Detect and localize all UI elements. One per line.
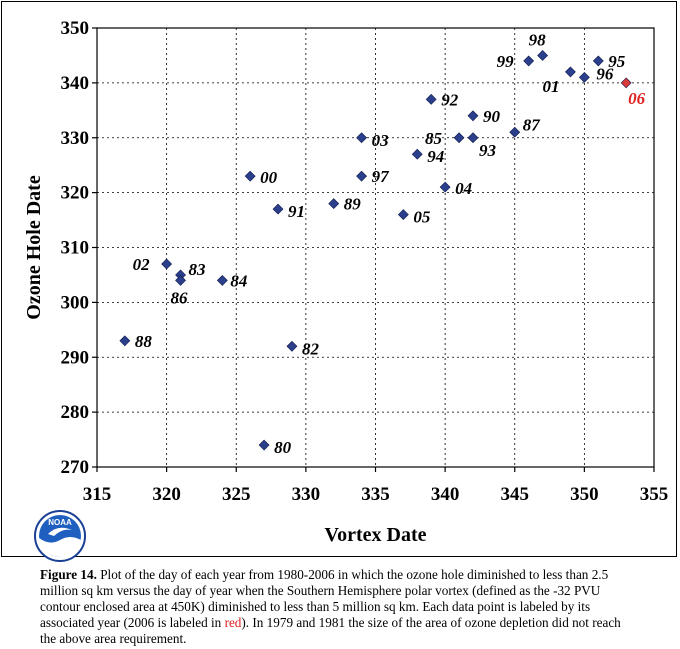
data-label-93: 93 bbox=[479, 141, 497, 160]
data-label-01: 01 bbox=[542, 77, 559, 96]
data-point-03 bbox=[356, 132, 367, 144]
data-point-06 bbox=[620, 77, 632, 89]
figure-caption: Figure 14. Plot of the day of each year … bbox=[40, 567, 640, 647]
data-point-04 bbox=[439, 181, 451, 193]
data-point-05 bbox=[397, 209, 409, 220]
data-point-84 bbox=[216, 275, 228, 286]
data-point-80 bbox=[258, 439, 270, 451]
data-label-95: 95 bbox=[608, 52, 626, 71]
scatter-chart: 270 280 290 300 310 320 330 340 350 315 320 325 330 3… bbox=[23, 18, 669, 546]
data-point-02 bbox=[161, 258, 173, 270]
data-point-98 bbox=[537, 50, 549, 61]
data-label-02: 02 bbox=[133, 255, 151, 274]
data-label-98: 98 bbox=[529, 30, 547, 49]
caption-figure-ref: Figure 14. bbox=[40, 567, 97, 582]
grid bbox=[97, 28, 654, 467]
data-label-97: 97 bbox=[372, 167, 391, 186]
y-tick-label: 310 bbox=[61, 238, 90, 259]
data-label-86: 86 bbox=[171, 288, 189, 307]
x-tick-label: 315 bbox=[83, 484, 112, 505]
x-tick-label: 335 bbox=[361, 484, 390, 505]
data-point-91 bbox=[272, 203, 284, 215]
data-label-80: 80 bbox=[274, 438, 292, 457]
x-tick-label: 350 bbox=[570, 484, 599, 505]
data-point-01 bbox=[565, 66, 576, 78]
noaa-logo-text: NOAA bbox=[48, 518, 72, 527]
data-point-88 bbox=[119, 335, 131, 347]
data-point-85 bbox=[453, 132, 465, 144]
data-label-87: 87 bbox=[523, 115, 542, 134]
x-tick-label: 355 bbox=[640, 484, 669, 505]
data-label-84: 84 bbox=[230, 271, 247, 290]
x-axis-title: Vortex Date bbox=[324, 524, 426, 546]
y-tick-label: 270 bbox=[61, 457, 90, 478]
data-label-85: 85 bbox=[425, 129, 443, 148]
data-point-82 bbox=[286, 340, 298, 352]
axis-ticks: 270 280 290 300 310 320 330 340 350 315 320 325 330 3… bbox=[61, 18, 669, 505]
x-tick-label: 325 bbox=[222, 484, 251, 505]
data-point-87 bbox=[509, 126, 521, 138]
data-point-99 bbox=[523, 55, 535, 67]
data-label-83: 83 bbox=[189, 260, 207, 279]
caption-text-end: ). In 1979 and 1981 the size of the area… bbox=[40, 615, 621, 646]
data-point-86 bbox=[175, 275, 186, 286]
data-point-89 bbox=[328, 198, 340, 210]
caption-text: Plot of the day of each year from 1980-2… bbox=[40, 567, 609, 630]
data-label-94: 94 bbox=[427, 147, 444, 166]
data-point-95 bbox=[592, 55, 604, 67]
y-axis-title: Ozone Hole Date bbox=[23, 175, 45, 320]
y-tick-label: 300 bbox=[61, 292, 90, 313]
data-point-96 bbox=[578, 71, 590, 83]
y-tick-label: 320 bbox=[61, 183, 90, 204]
data-label-04: 04 bbox=[455, 179, 472, 198]
data-label-88: 88 bbox=[135, 332, 153, 351]
x-tick-label: 340 bbox=[431, 484, 460, 505]
data-label-89: 89 bbox=[344, 195, 362, 214]
data-point-94 bbox=[411, 148, 423, 160]
data-label-96: 96 bbox=[596, 64, 614, 83]
x-tick-label: 320 bbox=[152, 484, 181, 505]
figure-frame: 270 280 290 300 310 320 330 340 350 315 320 325 330 3… bbox=[1, 1, 677, 562]
y-tick-label: 330 bbox=[61, 128, 90, 149]
x-tick-label: 345 bbox=[501, 484, 530, 505]
caption-highlight-word: red bbox=[224, 615, 242, 630]
data-label-91: 91 bbox=[288, 202, 305, 221]
y-tick-label: 350 bbox=[61, 18, 90, 39]
data-point-93 bbox=[467, 132, 479, 144]
y-tick-label: 280 bbox=[61, 402, 90, 423]
data-point-90 bbox=[467, 110, 479, 122]
x-tick-label: 330 bbox=[292, 484, 321, 505]
data-label-99: 99 bbox=[497, 52, 515, 71]
data-label-05: 05 bbox=[413, 208, 431, 227]
data-label-92: 92 bbox=[441, 90, 459, 109]
y-tick-label: 340 bbox=[61, 73, 90, 94]
data-label-00: 00 bbox=[260, 168, 278, 187]
noaa-logo-icon: NOAA bbox=[34, 510, 86, 562]
data-point-00 bbox=[244, 170, 256, 182]
data-point-97 bbox=[356, 170, 367, 182]
data-point-92 bbox=[425, 93, 437, 105]
y-tick-label: 290 bbox=[61, 347, 90, 368]
data-label-90: 90 bbox=[483, 107, 501, 126]
data-label-03: 03 bbox=[372, 131, 390, 150]
data-label-82: 82 bbox=[302, 339, 320, 358]
data-label-06: 06 bbox=[628, 89, 646, 108]
